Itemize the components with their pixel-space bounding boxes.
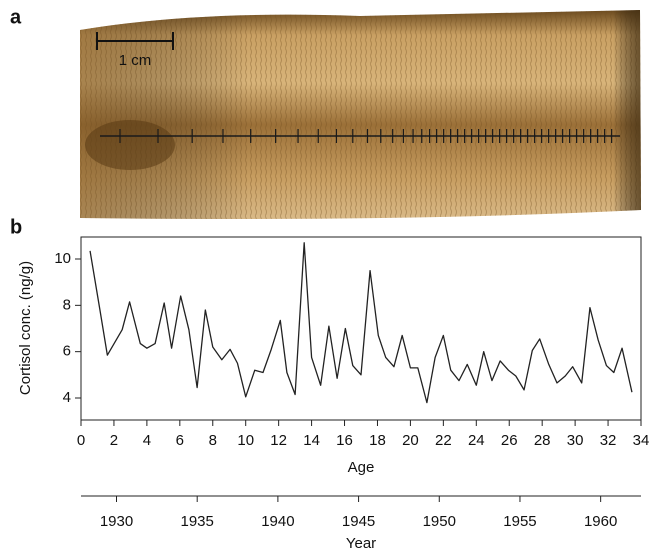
- photo: [80, 10, 641, 219]
- x2-tick-label: 1945: [342, 513, 375, 530]
- x-tick-label: 34: [633, 432, 650, 449]
- x-tick-label: 14: [303, 432, 320, 449]
- x-tick-label: 18: [369, 432, 386, 449]
- plot-frame: [80, 236, 642, 421]
- x2-tick-label: 1955: [503, 513, 536, 530]
- y-tick-label: 10: [54, 250, 71, 267]
- x2-tick-label: 1950: [423, 513, 456, 530]
- x-tick-label: 10: [237, 432, 254, 449]
- x-tick-label: 4: [143, 432, 151, 449]
- x2-tick-label: 1930: [100, 513, 133, 530]
- x-axis-label: Age: [348, 459, 375, 476]
- x-tick-label: 26: [501, 432, 518, 449]
- y-tick-label: 8: [63, 296, 71, 313]
- x-tick-label: 6: [176, 432, 184, 449]
- x-tick-label: 30: [567, 432, 584, 449]
- x2-axis-label: Year: [346, 535, 376, 551]
- x-tick-label: 8: [209, 432, 217, 449]
- x-tick-label: 22: [435, 432, 452, 449]
- y-tick-label: 4: [63, 389, 71, 406]
- x-tick-label: 28: [534, 432, 551, 449]
- y-axis-label: Cortisol conc. (ng/g): [17, 261, 34, 395]
- panel-label: a: [10, 6, 22, 28]
- panel-label: b: [10, 216, 22, 238]
- x-tick-label: 2: [110, 432, 118, 449]
- data-line: [89, 242, 633, 404]
- scale-bar-label: 1 cm: [119, 52, 152, 69]
- x-tick-label: 12: [270, 432, 287, 449]
- x2-tick-label: 1940: [261, 513, 294, 530]
- x-tick-label: 32: [600, 432, 617, 449]
- x-tick-label: 16: [336, 432, 353, 449]
- x-tick-label: 20: [402, 432, 419, 449]
- x-tick-label: 24: [468, 432, 485, 449]
- x2-tick-label: 1935: [181, 513, 214, 530]
- y-tick-label: 6: [63, 343, 71, 360]
- x-tick-label: 0: [77, 432, 85, 449]
- x2-tick-label: 1960: [584, 513, 617, 530]
